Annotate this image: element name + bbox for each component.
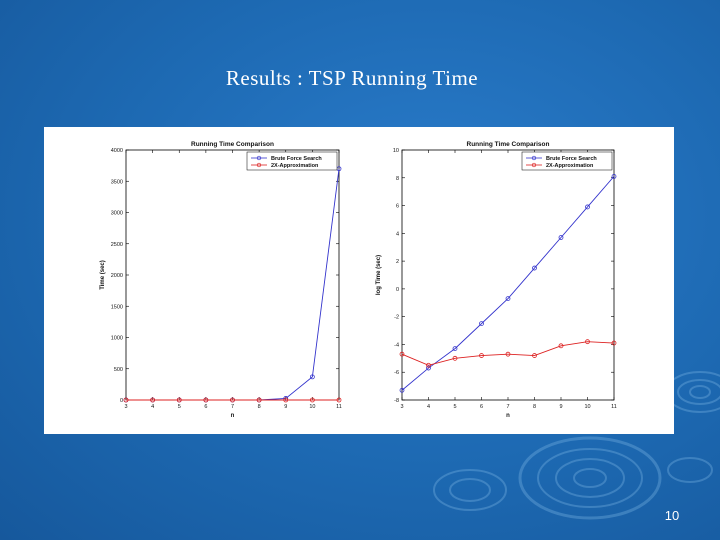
y-tick-label: -2	[394, 315, 399, 321]
data-point	[203, 397, 209, 403]
chart-1: Running Time Comparison 3 4 5 6 7 8 9 10 11 0 500 10…	[100, 141, 342, 419]
data-point	[611, 340, 617, 346]
data-point	[309, 374, 315, 380]
x-tick-label: 5	[178, 404, 181, 410]
series-line-1	[401, 176, 615, 391]
data-point	[256, 397, 262, 403]
x-tick-label: 3	[400, 404, 403, 410]
data-point	[585, 339, 590, 345]
chart-panel: Running Time Comparison 3 4 5 6 7 8 9 10 11 0 500 10…	[44, 127, 674, 434]
data-point	[479, 353, 484, 358]
x-tick-label: 11	[611, 404, 617, 410]
chart-title: Running Time Comparison	[191, 141, 274, 148]
chart-title: Running Time Comparison	[467, 141, 550, 148]
legend-label: 2X-Approximation	[546, 163, 594, 169]
y-axis-label: log Time (sec)	[376, 255, 382, 295]
series-line-2	[401, 341, 615, 366]
legend-label: Brute Force Search	[546, 156, 597, 162]
x-tick-label: 3	[124, 404, 127, 410]
data-point	[558, 343, 564, 349]
data-point	[558, 235, 564, 240]
y-axis-label: Time (sec)	[100, 260, 106, 290]
data-point	[426, 362, 431, 368]
y-tick-label: 4	[396, 231, 399, 237]
y-tick-label: -4	[394, 342, 399, 348]
legend-marker	[256, 162, 262, 168]
y-tick-label: 0	[120, 398, 123, 404]
plot-frame	[125, 149, 340, 401]
x-tick-label: 10	[309, 404, 315, 410]
data-point	[176, 397, 182, 403]
data-point	[585, 204, 590, 210]
data-point	[399, 387, 405, 393]
x-tick-label: 5	[453, 404, 456, 410]
x-tick-label: 7	[231, 404, 234, 410]
x-tick-label: 8	[533, 404, 536, 410]
data-point	[283, 397, 289, 403]
y-tick-label: 2000	[111, 273, 123, 279]
charts-svg: Running Time Comparison 3 4 5 6 7 8 9 10 11 0 500 10…	[100, 141, 617, 419]
y-tick-label: 8	[396, 176, 399, 182]
x-tick-label: 7	[506, 404, 509, 410]
y-tick-label: 4000	[111, 148, 123, 154]
x-tick-label: 6	[480, 404, 483, 410]
data-point	[399, 351, 405, 357]
data-point	[150, 397, 156, 403]
x-tick-label: 11	[336, 404, 342, 410]
x-tick-label: 9	[284, 404, 287, 410]
y-tick-label: 6	[396, 204, 399, 210]
y-tick-label: -6	[394, 370, 399, 376]
legend-marker	[531, 155, 537, 161]
legend-label: 2X-Approximation	[271, 163, 319, 169]
data-point	[505, 296, 511, 302]
data-point	[230, 397, 235, 403]
y-tick-label: 3000	[111, 211, 123, 217]
legend-box	[246, 151, 338, 171]
data-point	[452, 355, 458, 361]
data-point	[611, 173, 617, 179]
chart-2: Running Time Comparison 3 4 5 6 7 8 9 10 11 -8 -6 -4…	[376, 141, 617, 419]
x-tick-label: 4	[427, 404, 430, 410]
y-tick-label: 10	[393, 148, 399, 154]
series-line-1	[126, 168, 340, 401]
legend-marker	[256, 155, 262, 161]
data-point	[309, 397, 315, 403]
y-tick-label: -8	[394, 398, 399, 404]
x-tick-label: 4	[151, 404, 154, 410]
x-axis-label: n	[506, 413, 510, 419]
y-tick-label: 1500	[111, 304, 123, 310]
plot-frame	[401, 149, 615, 401]
y-tick-label: 1000	[111, 336, 123, 342]
y-tick-label: 0	[396, 287, 399, 293]
legend-marker	[531, 162, 537, 168]
x-tick-label: 6	[204, 404, 207, 410]
data-point	[532, 265, 537, 271]
page-number: 10	[664, 508, 680, 523]
data-point	[452, 346, 458, 352]
legend-label: Brute Force Search	[271, 156, 322, 162]
x-axis-label: n	[231, 413, 235, 419]
data-point	[479, 321, 484, 327]
slide-title: Results : TSP Running Time	[225, 66, 479, 90]
data-point	[505, 351, 511, 357]
y-tick-label: 2500	[111, 242, 123, 248]
legend-box	[521, 151, 613, 171]
y-tick-label: 2	[396, 259, 399, 265]
data-point	[123, 397, 129, 403]
data-point	[426, 365, 431, 371]
y-tick-label: 3500	[111, 179, 123, 185]
data-point	[532, 353, 537, 358]
x-tick-label: 10	[584, 404, 590, 410]
y-tick-label: 500	[114, 367, 123, 373]
x-tick-label: 8	[258, 404, 261, 410]
x-tick-label: 9	[559, 404, 562, 410]
data-point	[336, 397, 342, 403]
